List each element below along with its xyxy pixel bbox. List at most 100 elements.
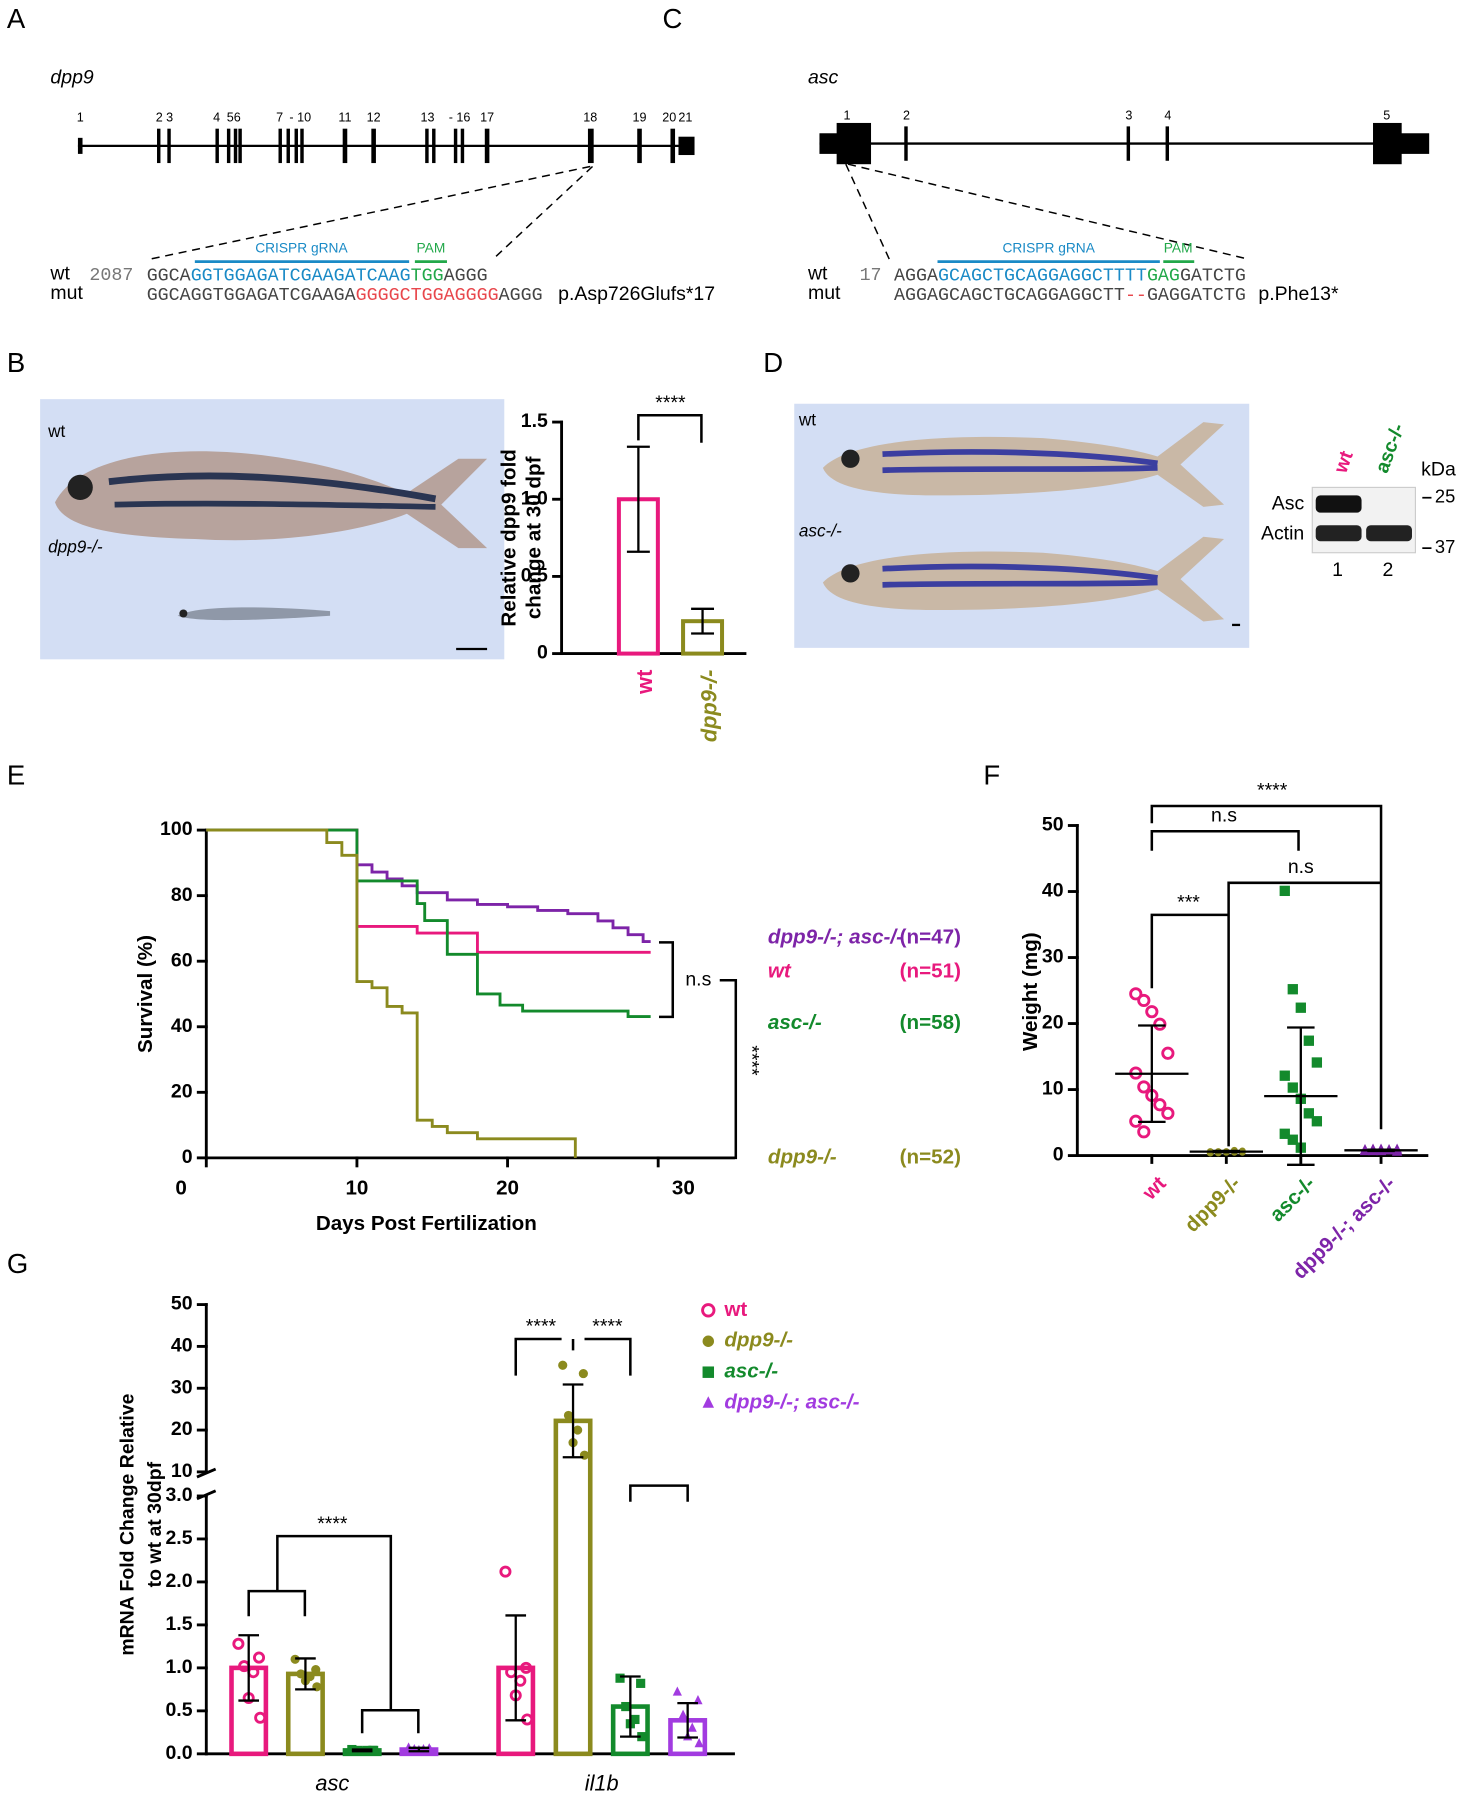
seq-part: GCAGCTGCAGGAGGCTTTT: [938, 265, 1147, 286]
gene-name: asc: [808, 66, 839, 88]
y-tick-label: 20: [171, 1418, 193, 1440]
point: [687, 1722, 697, 1732]
panel-label: A: [7, 3, 26, 34]
point: [369, 1745, 379, 1755]
bracket: [659, 941, 675, 1019]
point: [694, 1738, 704, 1748]
band: [1366, 525, 1412, 542]
row-label: Actin: [1261, 523, 1304, 545]
fish-body: [822, 422, 1225, 507]
x-tick-label: 10: [345, 1176, 368, 1199]
survival-line: [206, 828, 651, 1019]
x-tick-label: dpp9-/-: [1180, 1172, 1245, 1237]
legend-n: (n=58): [900, 1011, 961, 1034]
legend-n: (n=47): [900, 925, 961, 948]
y-axis-label: Survival (%): [134, 935, 157, 1053]
exon-label: 17: [480, 111, 494, 125]
fish-eye: [841, 564, 860, 583]
fish-asc: [822, 536, 1225, 622]
point: [1279, 1070, 1290, 1081]
fish-stripe: [114, 500, 436, 510]
exons: [77, 128, 695, 164]
exon-label: 7: [276, 111, 283, 125]
panel-label: C: [662, 3, 682, 34]
row-label: Asc: [1272, 493, 1305, 515]
point: [1311, 1057, 1323, 1068]
y-tick-label: 80: [171, 884, 193, 906]
seq-part: GGCA: [147, 265, 191, 286]
bracket: [1227, 881, 1382, 1147]
exon: [238, 128, 242, 164]
seq-part: --: [1125, 285, 1147, 306]
seq-part: AGGG: [499, 285, 543, 306]
exon-label: 12: [367, 111, 381, 125]
exon: [637, 128, 642, 164]
legend-n: (n=52): [900, 1145, 961, 1168]
x-tick-label: 30: [672, 1176, 695, 1199]
exon: [167, 128, 171, 164]
lane-number: 2: [1383, 559, 1394, 581]
seq-label: mut: [50, 282, 83, 304]
seq-part: AGGA: [894, 265, 938, 286]
x-tick-label: wt: [1138, 1172, 1171, 1205]
point: [1303, 1035, 1314, 1046]
y-tick-label: 30: [171, 1376, 193, 1398]
legend-n: (n=51): [900, 960, 961, 983]
lane-number: 1: [1332, 559, 1343, 581]
y-tick-label: 1.0: [521, 487, 548, 509]
x-tick-label: asc: [315, 1771, 349, 1796]
significance: n.s: [1288, 856, 1314, 878]
significance: ***: [1177, 892, 1200, 914]
seq-part: AGGAGCAGCTGCAGGAGGCTT: [894, 285, 1125, 306]
y-tick-label: 100: [160, 818, 193, 840]
exon: [157, 128, 161, 164]
exon: [670, 128, 676, 164]
gene-name: dpp9: [50, 66, 93, 88]
panel-label: D: [763, 347, 783, 378]
exon: [278, 128, 282, 164]
fish-stripe: [108, 472, 437, 503]
point: [1295, 1002, 1306, 1013]
exon: [1373, 122, 1402, 165]
seq-position: 17: [860, 265, 882, 286]
zoom-line: [148, 165, 591, 261]
y-tick-label: 40: [171, 1015, 193, 1037]
y-tick-label: 3.0: [165, 1484, 192, 1506]
bracket: [1150, 804, 1383, 1130]
exon: [1400, 133, 1430, 154]
legend-label: asc-/-: [768, 1011, 822, 1034]
y-tick-label: 1.5: [521, 410, 548, 432]
point: [1303, 1108, 1314, 1119]
y-tick-label: 0: [1053, 1144, 1064, 1166]
fish-larva: [177, 607, 331, 621]
zoom-line: [845, 163, 891, 260]
bracket: [1150, 913, 1229, 989]
fish-stripe: [882, 465, 1158, 474]
significance: ****: [655, 392, 686, 414]
legend-marker: [702, 1366, 715, 1378]
panel-label: E: [7, 760, 25, 791]
fish-stripe: [882, 449, 1158, 467]
seq-part: GGGGCTGGAGGGG: [356, 285, 499, 306]
mut-sequence: AGGAGCAGCTGCAGGAGGCTT--GAGGATCTG: [894, 285, 1246, 306]
point: [1287, 1082, 1298, 1093]
exon-label: 13: [420, 111, 434, 125]
protein-change: p.Asp726Glufs*17: [558, 283, 715, 305]
pam-label: PAM: [1164, 241, 1193, 256]
legend-label: dpp9-/-; asc-/-: [724, 1391, 859, 1414]
band: [1315, 525, 1362, 542]
exon-label: 18: [583, 111, 597, 125]
lane-label: asc-/-: [1371, 421, 1409, 476]
point: [1287, 1134, 1298, 1145]
point: [1129, 987, 1143, 1001]
fish-body: [822, 536, 1225, 622]
exon: [678, 136, 695, 156]
y-axis-label: Weight (mg): [1019, 932, 1042, 1051]
exon-label: 5: [1383, 108, 1390, 122]
exon: [453, 128, 458, 164]
seq-part: GAG: [1147, 265, 1180, 286]
bracket: [247, 1534, 420, 1734]
photo-label: dpp9-/-: [48, 537, 103, 557]
point: [558, 1360, 568, 1370]
